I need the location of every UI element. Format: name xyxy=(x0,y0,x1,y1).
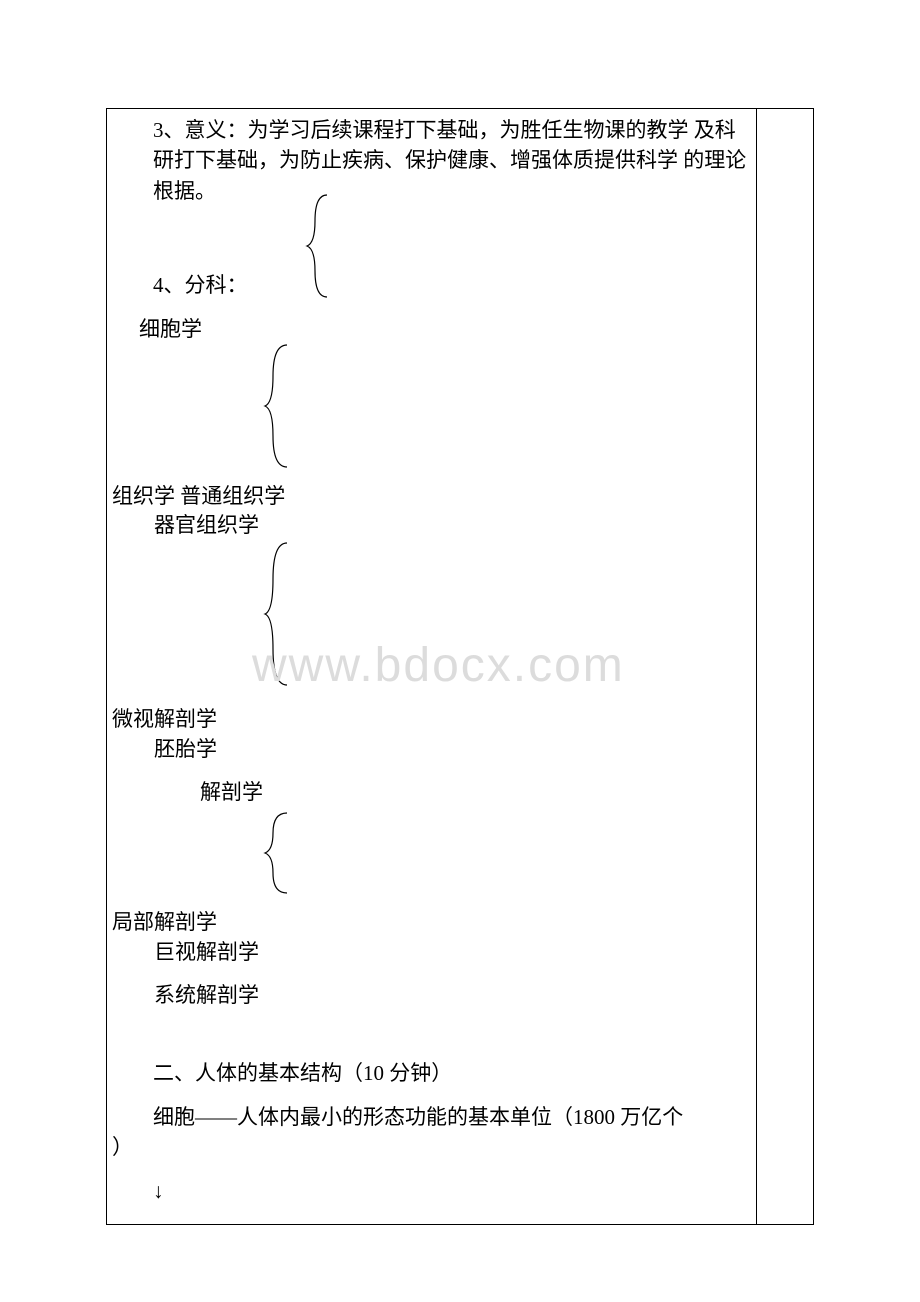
brace-icon xyxy=(263,341,297,471)
branch-anatomy: 解剖学 xyxy=(200,777,263,807)
branch-regional-anatomy: 局部解剖学 xyxy=(112,907,217,937)
branch-embryology: 胚胎学 xyxy=(154,734,217,764)
section-2-line-1-close: ） xyxy=(112,1132,133,1162)
item-4-label: 4、分科： xyxy=(153,270,248,300)
branch-micro-anatomy: 微视解剖学 xyxy=(112,704,217,734)
page: 3、意义：为学习后续课程打下基础，为胜任生物课的教学 及科研打下基础，为防止疾病… xyxy=(0,0,920,1302)
brace-icon xyxy=(263,809,297,897)
paragraph-3: 3、意义：为学习后续课程打下基础，为胜任生物课的教学 及科研打下基础，为防止疾病… xyxy=(153,115,748,206)
branch-histology-b: 器官组织学 xyxy=(154,510,259,540)
branch-gross-anatomy: 巨视解剖学 xyxy=(154,937,259,967)
watermark-text: www.bdocx.com xyxy=(252,638,625,693)
down-arrow-icon: ↓ xyxy=(153,1176,164,1206)
branch-cytology: 细胞学 xyxy=(139,314,202,344)
section-2-line-1: 细胞——人体内最小的形态功能的基本单位（1800 万亿个 xyxy=(153,1102,683,1132)
branch-systematic-anatomy: 系统解剖学 xyxy=(154,980,259,1010)
brace-icon xyxy=(305,191,335,301)
side-column xyxy=(757,109,812,1224)
section-2-title: 二、人体的基本结构（10 分钟） xyxy=(153,1058,452,1088)
branch-histology-a: 组织学 普通组织学 xyxy=(112,481,285,511)
